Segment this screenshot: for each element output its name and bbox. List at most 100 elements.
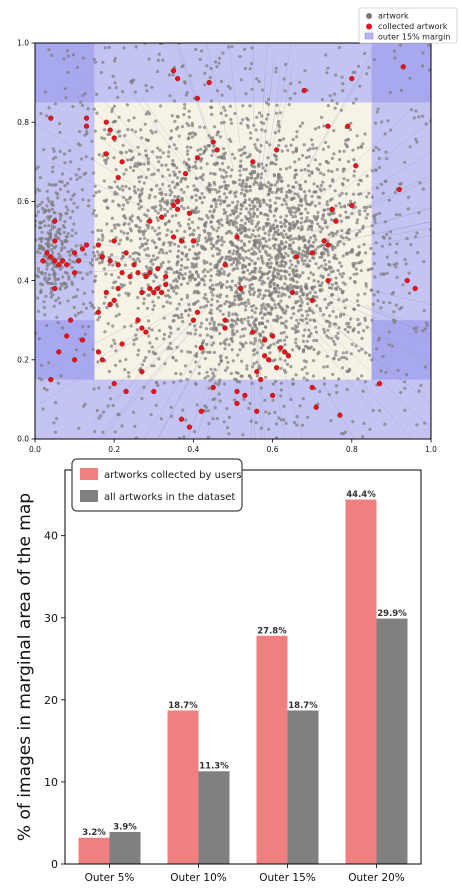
artwork-point: [35, 213, 38, 217]
artwork-point: [303, 190, 307, 194]
artwork-point: [300, 300, 304, 304]
artwork-point: [139, 175, 144, 179]
artwork-point: [104, 295, 108, 299]
artwork-point: [234, 216, 238, 220]
artwork-point: [313, 127, 317, 131]
artwork-point: [169, 326, 173, 330]
artwork-point: [225, 174, 229, 178]
artwork-point: [272, 286, 276, 291]
artwork-point: [244, 277, 248, 281]
artwork-point: [306, 313, 310, 317]
artwork-point: [318, 162, 322, 166]
artwork-point: [203, 125, 207, 130]
artwork-point: [59, 215, 63, 219]
artwork-point: [226, 360, 230, 364]
bar-value-labels: 3.2%3.9%18.7%11.3%27.8%18.7%44.4%29.9%: [82, 490, 407, 838]
artwork-point: [161, 174, 165, 178]
artwork-point: [186, 206, 190, 210]
artwork-point: [285, 335, 289, 339]
artwork-point: [312, 338, 316, 343]
artwork-point: [407, 291, 412, 295]
collected-artwork-point: [210, 384, 216, 391]
artwork-point: [229, 288, 234, 292]
artwork-point: [205, 260, 209, 264]
collected-artwork-point: [139, 289, 145, 296]
artwork-point: [102, 199, 106, 203]
artwork-point: [211, 149, 215, 153]
artwork-point: [295, 318, 299, 322]
artwork-point: [211, 376, 215, 380]
connection-line: [334, 221, 431, 244]
artwork-point: [211, 293, 215, 297]
artwork-point: [108, 385, 112, 390]
artwork-point: [337, 377, 341, 381]
artwork-point: [114, 363, 118, 367]
artwork-point: [237, 148, 241, 152]
artwork-point: [241, 180, 245, 184]
bar-value-label: 3.9%: [113, 822, 137, 832]
artwork-point: [250, 326, 255, 330]
collected-artwork-point: [266, 357, 272, 363]
artwork-point: [229, 139, 233, 143]
artwork-point: [220, 236, 224, 240]
artwork-point: [235, 206, 239, 210]
artwork-point: [197, 217, 201, 221]
artwork-point: [261, 296, 265, 301]
collected-artwork-point: [325, 278, 331, 284]
artwork-point: [352, 169, 357, 173]
artwork-point: [154, 352, 158, 356]
artwork-point: [268, 228, 273, 232]
artwork-point: [137, 348, 141, 352]
artwork-point: [36, 165, 40, 169]
artwork-point: [56, 236, 60, 240]
artwork-point: [248, 235, 253, 239]
artwork-point: [336, 336, 340, 340]
artwork-point: [299, 221, 303, 225]
artwork-point: [403, 258, 407, 262]
artwork-point: [46, 196, 50, 200]
artwork-point: [290, 326, 295, 331]
artwork-point: [370, 169, 374, 173]
artwork-point: [203, 274, 207, 278]
legend-margin-label: outer 15% margin: [378, 33, 450, 42]
artwork-point: [252, 123, 256, 127]
artwork-point: [303, 168, 307, 172]
artwork-point: [233, 256, 238, 260]
artwork-point: [222, 208, 226, 212]
artwork-point: [279, 215, 283, 219]
artwork-point: [79, 157, 84, 161]
artwork-point: [133, 130, 138, 134]
artwork-point: [209, 274, 213, 278]
artwork-point: [218, 332, 222, 336]
artwork-point: [351, 148, 355, 152]
artwork-point: [298, 187, 302, 191]
artwork-point: [146, 162, 150, 166]
artwork-point: [114, 168, 118, 172]
artwork-point: [55, 315, 59, 319]
artwork-point: [57, 122, 62, 126]
artwork-point: [199, 166, 203, 170]
artwork-point: [316, 210, 320, 215]
collected-artwork-point: [234, 234, 240, 240]
artwork-point: [161, 197, 165, 201]
artwork-point: [250, 381, 254, 385]
artwork-point: [297, 246, 301, 250]
artwork-point: [420, 64, 425, 68]
artwork-point: [326, 104, 330, 108]
artwork-point: [173, 242, 177, 246]
artwork-point: [245, 364, 249, 368]
artwork-point: [224, 368, 228, 372]
artwork-point: [39, 363, 43, 367]
artwork-point: [60, 180, 64, 184]
bar-chart: 3.2%3.9%18.7%11.3%27.8%18.7%44.4%29.9% 0…: [15, 458, 422, 884]
artwork-point: [218, 271, 222, 275]
artwork-point: [255, 138, 260, 142]
artwork-point: [260, 172, 264, 176]
artwork-point: [247, 406, 251, 410]
artwork-point: [266, 193, 270, 197]
artwork-point: [73, 274, 77, 278]
artwork-point: [133, 259, 138, 263]
artwork-point: [298, 80, 302, 84]
connection-line: [258, 43, 268, 172]
artwork-point: [363, 380, 368, 384]
